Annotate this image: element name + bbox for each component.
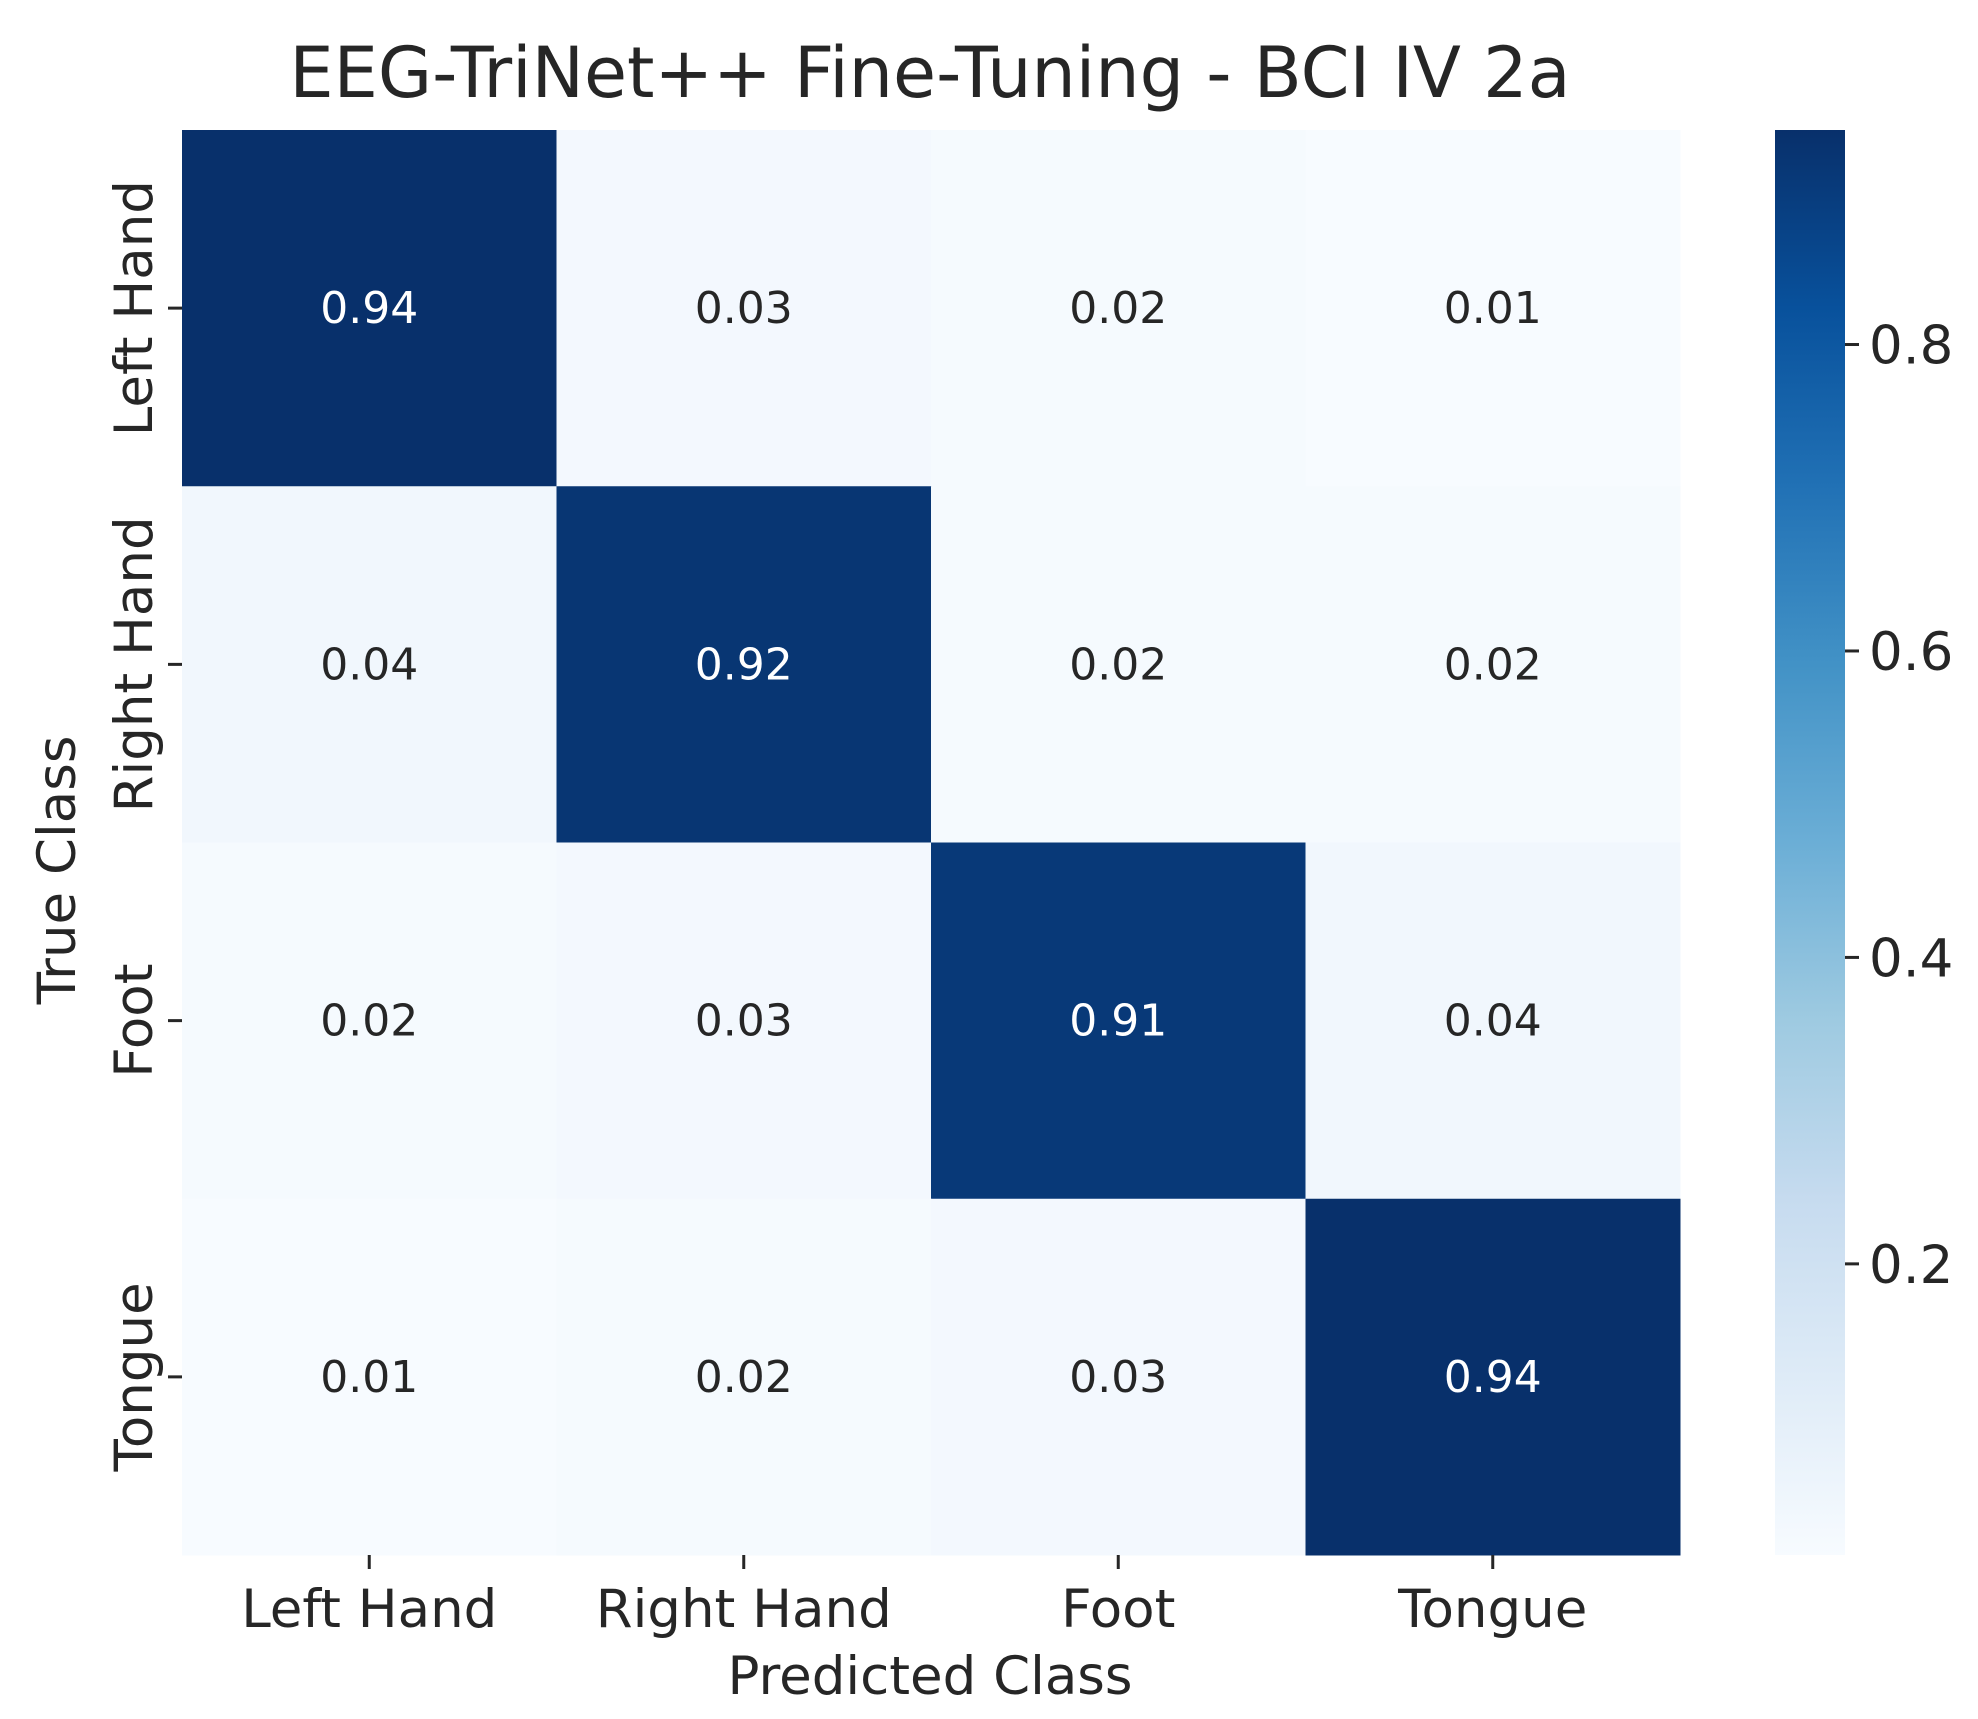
heatmap-cell xyxy=(182,130,557,487)
heatmap-cell xyxy=(1305,486,1681,843)
heatmap-cell xyxy=(556,842,932,1200)
cell-value-label: 0.01 xyxy=(1444,283,1542,334)
colorbar-tick-label: 0.8 xyxy=(1869,316,1953,377)
cell-value-label: 0.03 xyxy=(1069,1352,1167,1403)
heatmap-cell xyxy=(931,130,1306,487)
heatmap-cell xyxy=(1305,1198,1681,1556)
x-axis-ticks: Left Hand Right Hand Foot Tongue xyxy=(241,1555,1587,1640)
cell-value-label: 0.91 xyxy=(1069,996,1167,1047)
cell-value-label: 0.04 xyxy=(320,639,418,690)
heatmap-cell xyxy=(1305,842,1681,1200)
x-tick-label: Left Hand xyxy=(241,1579,497,1640)
heatmap-cell xyxy=(182,842,557,1200)
heatmap-cell xyxy=(931,486,1306,843)
chart-title: EEG-TriNet++ Fine-Tuning - BCI IV 2a xyxy=(289,32,1570,114)
heatmap-cell xyxy=(931,1198,1306,1556)
cell-value-label: 0.02 xyxy=(1069,283,1167,334)
x-axis-label: Predicted Class xyxy=(727,1646,1132,1707)
colorbar-tick-label: 0.2 xyxy=(1869,1235,1953,1296)
y-tick-label: Right Hand xyxy=(104,516,165,812)
y-tick-label: Foot xyxy=(104,964,165,1078)
heatmap-cell xyxy=(556,130,932,487)
cell-value-label: 0.04 xyxy=(1444,996,1542,1047)
cell-value-label: 0.02 xyxy=(1069,639,1167,690)
y-axis-ticks: Left Hand Right Hand Foot Tongue xyxy=(104,180,182,1472)
cell-value-label: 0.02 xyxy=(695,1352,793,1403)
heatmap-cell xyxy=(182,1198,557,1556)
cell-value-label: 0.03 xyxy=(695,996,793,1047)
colorbar-ticks: 0.2 0.4 0.6 0.8 xyxy=(1845,316,1953,1296)
y-tick-label: Tongue xyxy=(104,1282,165,1472)
cell-value-label: 0.03 xyxy=(695,283,793,334)
cell-value-labels: 0.94 0.03 0.02 0.01 0.04 0.92 0.02 0.02 0.02 0.03… xyxy=(320,283,1541,1403)
heatmap-cell xyxy=(556,1198,932,1556)
colorbar-tick-label: 0.4 xyxy=(1869,928,1953,989)
y-axis-label: True Class xyxy=(27,736,88,1006)
cell-value-label: 0.02 xyxy=(320,996,418,1047)
cell-value-label: 0.94 xyxy=(1444,1352,1542,1403)
heatmap-cell xyxy=(1305,130,1681,487)
colorbar xyxy=(1775,130,1845,1555)
cell-value-label: 0.02 xyxy=(1444,639,1542,690)
x-tick-label: Tongue xyxy=(1397,1579,1587,1640)
cell-value-label: 0.94 xyxy=(320,283,418,334)
heatmap-cell xyxy=(931,842,1306,1200)
cell-value-label: 0.92 xyxy=(695,639,793,690)
heatmap-cell xyxy=(556,486,932,843)
x-tick-label: Right Hand xyxy=(596,1579,892,1640)
x-tick-label: Foot xyxy=(1061,1579,1175,1640)
heatmap-cell xyxy=(182,486,557,843)
cell-value-label: 0.01 xyxy=(320,1352,418,1403)
y-tick-label: Left Hand xyxy=(104,180,165,436)
colorbar-tick-label: 0.6 xyxy=(1869,622,1953,683)
heatmap-cells xyxy=(182,130,1681,1556)
